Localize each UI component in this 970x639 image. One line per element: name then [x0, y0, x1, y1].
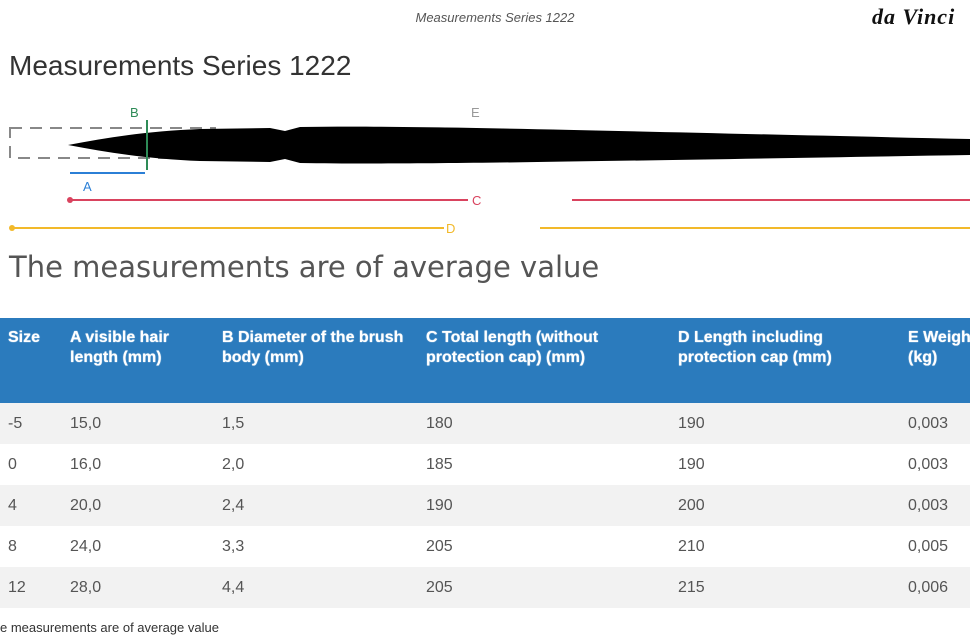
column-header: D Length including protection cap (mm): [670, 318, 900, 403]
table-row: 0 16,0 2,0 185 190 0,003: [0, 444, 970, 485]
table-cell: 0,003: [900, 485, 970, 526]
label-e: E: [471, 105, 480, 120]
label-d: D: [446, 221, 455, 236]
table-body: -5 15,0 1,5 180 190 0,003 0 16,0 2,0 185 190 0,003 4…: [0, 403, 970, 608]
table-cell: -5: [0, 403, 62, 444]
table-row: 12 28,0 4,4 205 215 0,006: [0, 567, 970, 608]
table-cell: 28,0: [62, 567, 214, 608]
table-cell: 200: [670, 485, 900, 526]
table-row: 8 24,0 3,3 205 210 0,005: [0, 526, 970, 567]
table-cell: 210: [678, 537, 705, 555]
table-cell: 215: [670, 567, 900, 608]
column-header: C Total length (without protection cap) …: [418, 318, 670, 403]
header-row: Size A visible hair length (mm) B Diameter…: [0, 318, 970, 403]
table-cell: 2,4: [214, 485, 418, 526]
brush-shape: [68, 126, 970, 164]
table-cell: 24,0: [70, 537, 102, 555]
table-cell: 20,0: [62, 485, 214, 526]
table-cell: 0: [8, 455, 17, 473]
table-cell: 4,4: [214, 567, 418, 608]
table-cell: 0,005: [908, 537, 949, 555]
table-cell: 12: [0, 567, 62, 608]
table-cell: 205: [426, 537, 453, 555]
column-header: B Diameter of the brush body (mm): [214, 318, 418, 403]
measurements-table: Size A visible hair length (mm) B Diameter…: [0, 318, 970, 608]
footnote: e measurements are of average value: [0, 620, 219, 635]
table-cell: 8: [8, 537, 17, 555]
page-caption: Measurements Series 1222: [415, 10, 575, 25]
table-row: -5 15,0 1,5 180 190 0,003: [0, 403, 970, 444]
table-cell: 205: [418, 567, 670, 608]
logo[interactable]: da Vinci: [872, 4, 956, 29]
table-cell: 190: [670, 403, 900, 444]
table-cell: 16,0: [70, 455, 102, 473]
column-header: A visible hair length (mm): [62, 318, 214, 403]
c-end: [67, 197, 73, 203]
table-cell: 0,003: [908, 455, 949, 473]
table-cell: 4: [0, 485, 62, 526]
label-c: C: [472, 193, 481, 208]
d-end: [9, 225, 15, 231]
table-cell: 2,0: [222, 455, 245, 473]
title: Measurements Series 1222: [9, 50, 352, 81]
table-cell: 190: [418, 485, 670, 526]
table-cell: 180: [418, 403, 670, 444]
subtitle: The measurements are of average value: [9, 250, 600, 284]
table-cell: 1,5: [214, 403, 418, 444]
table-cell: 0,003: [900, 403, 970, 444]
table-cell: 185: [426, 455, 453, 473]
table-row: 4 20,0 2,4 190 200 0,003: [0, 485, 970, 526]
table-cell: 3,3: [222, 537, 245, 555]
column-header: Size: [0, 318, 62, 403]
table-cell: 15,0: [62, 403, 214, 444]
table-wrapper: Size A visible hair length (mm) B Diameter…: [0, 318, 970, 608]
table-cell: 190: [678, 455, 705, 473]
column-header: E Weight (kg): [900, 318, 970, 403]
label-a: A: [83, 179, 92, 194]
table-cell: 0,006: [900, 567, 970, 608]
label-b: B: [130, 105, 139, 120]
brush-diagram: B A E C D: [9, 105, 970, 236]
